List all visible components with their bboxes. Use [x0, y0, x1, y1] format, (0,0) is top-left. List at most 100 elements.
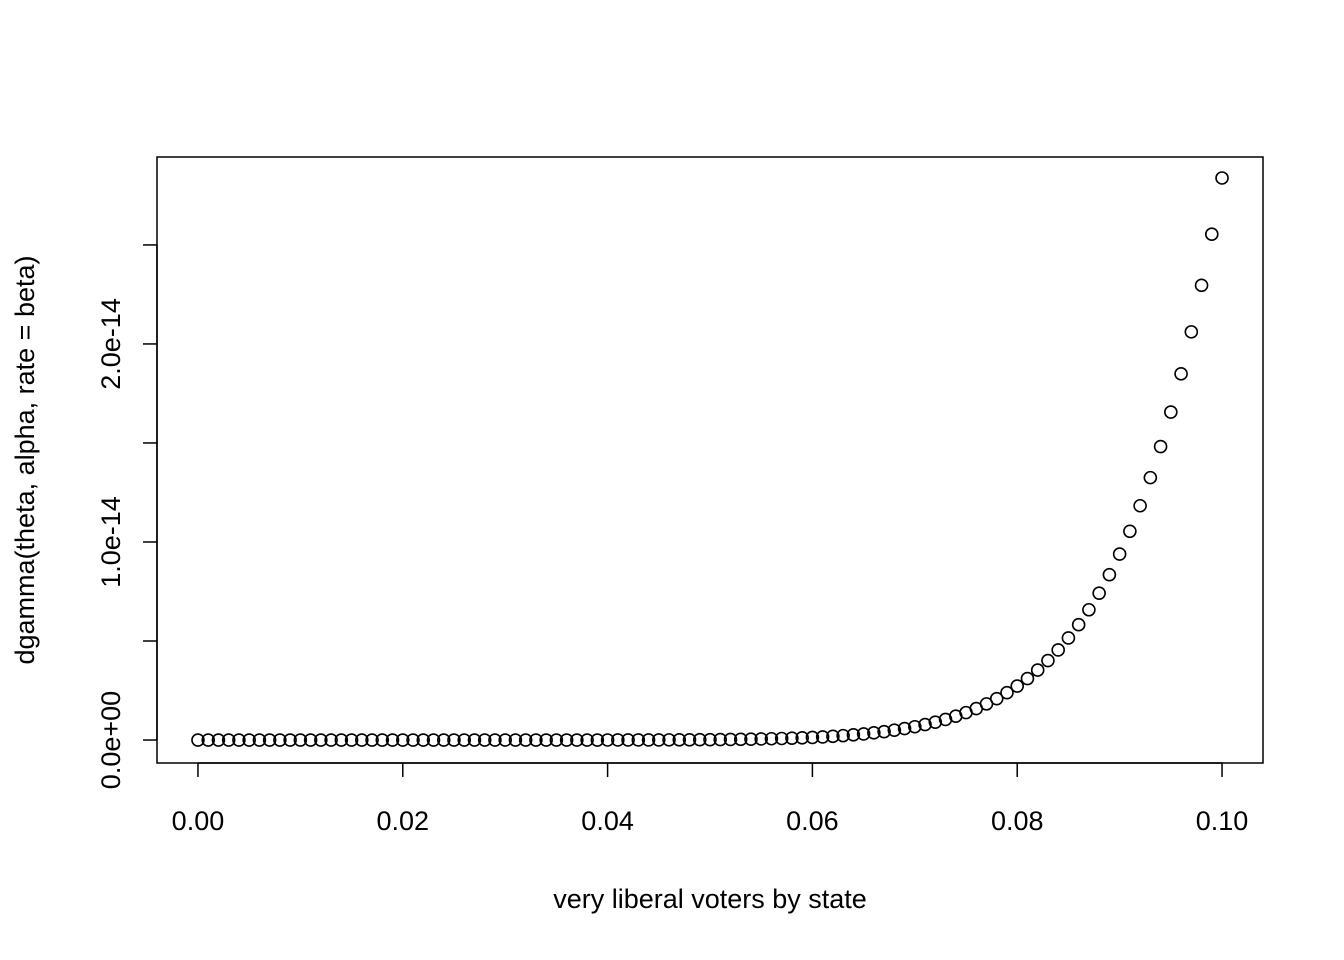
x-axis-label: very liberal voters by state	[553, 884, 867, 914]
data-point	[283, 733, 297, 747]
data-point	[867, 726, 881, 740]
data-point	[672, 733, 687, 747]
data-point	[908, 719, 922, 734]
data-point	[713, 732, 728, 747]
data-point	[262, 733, 277, 747]
data-point	[232, 733, 246, 747]
data-point	[836, 728, 850, 743]
data-point	[733, 732, 748, 747]
data-point	[406, 733, 420, 747]
data-point	[1051, 643, 1065, 657]
x-tick-label: 0.06	[786, 806, 839, 836]
data-point	[805, 730, 820, 745]
data-point	[436, 733, 451, 747]
data-point	[1204, 227, 1219, 242]
data-point	[529, 733, 543, 747]
x-tick-label: 0.02	[376, 806, 429, 836]
data-point	[559, 733, 574, 747]
data-point	[314, 733, 328, 747]
data-point	[334, 733, 349, 747]
data-point	[1041, 653, 1055, 668]
data-point	[344, 733, 359, 747]
data-point	[1174, 367, 1188, 381]
plot-box	[156, 156, 1264, 764]
data-point	[877, 724, 891, 739]
data-point	[621, 733, 635, 747]
data-point	[795, 731, 809, 745]
data-point	[1123, 524, 1137, 539]
data-point	[682, 732, 697, 747]
data-point	[723, 732, 738, 747]
data-point	[488, 733, 502, 747]
data-point	[1030, 663, 1045, 677]
data-point	[600, 733, 615, 747]
y-tick-label: 0.0e+00	[96, 691, 126, 789]
data-point	[928, 715, 943, 729]
data-point	[774, 731, 789, 746]
data-point	[416, 733, 431, 747]
data-point	[385, 733, 400, 747]
data-point	[631, 733, 646, 747]
x-tick-label: 0.00	[172, 806, 225, 836]
data-point	[395, 733, 410, 747]
data-point	[467, 733, 482, 747]
data-point	[221, 733, 236, 747]
data-point	[549, 733, 564, 747]
data-point	[1133, 498, 1147, 513]
data-point	[1194, 278, 1209, 293]
data-point	[1092, 586, 1106, 600]
data-point	[1102, 567, 1117, 582]
data-point	[1143, 470, 1158, 485]
data-point	[887, 723, 902, 738]
data-point	[570, 733, 584, 747]
data-point	[651, 733, 666, 747]
data-point	[1020, 671, 1035, 686]
y-axis-label: dgamma(theta, alpha, rate = beta)	[10, 256, 40, 665]
data-point	[846, 728, 861, 742]
data-point	[692, 732, 707, 747]
data-point	[447, 733, 461, 747]
data-point	[1000, 685, 1014, 700]
data-point	[426, 733, 441, 747]
data-point	[539, 733, 553, 747]
data-point	[365, 733, 379, 747]
data-point	[1010, 679, 1025, 693]
data-point	[457, 733, 472, 747]
data-point	[1184, 325, 1199, 339]
data-point	[1215, 171, 1229, 185]
data-point	[764, 731, 779, 746]
data-point	[897, 721, 912, 736]
data-point	[375, 733, 390, 747]
data-point	[518, 733, 533, 747]
data-point	[826, 729, 840, 744]
data-point	[201, 733, 216, 747]
data-point	[1082, 602, 1096, 617]
data-point	[662, 733, 676, 747]
data-point	[477, 733, 492, 747]
data-point	[1153, 439, 1168, 454]
data-point	[918, 717, 932, 732]
data-point	[1112, 547, 1127, 561]
data-point	[703, 732, 717, 747]
data-point	[1164, 405, 1178, 419]
data-point	[754, 732, 769, 746]
data-point	[324, 733, 338, 747]
data-point	[590, 733, 605, 747]
data-point	[355, 733, 369, 747]
data-point	[1061, 631, 1076, 645]
data-point	[989, 691, 1004, 706]
data-point	[1071, 617, 1086, 632]
data-point	[856, 727, 871, 741]
data-point	[508, 733, 523, 747]
data-point	[785, 731, 799, 745]
data-point	[273, 733, 287, 747]
data-point	[303, 733, 318, 747]
y-tick-label: 2.0e-14	[96, 298, 126, 390]
data-point	[744, 732, 758, 746]
data-point	[498, 733, 512, 747]
data-point	[191, 733, 205, 747]
data-point	[580, 733, 594, 747]
data-point	[293, 733, 308, 747]
data-point	[211, 733, 226, 747]
